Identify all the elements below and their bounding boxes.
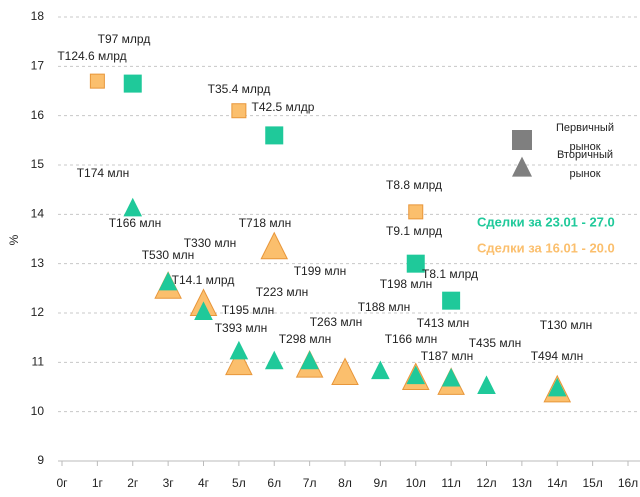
triangle-marker — [225, 347, 253, 376]
x-tick-label: 8л — [338, 476, 352, 490]
x-tick-label: 6л — [267, 476, 281, 490]
annotation: T42.5 млдр — [252, 100, 315, 114]
y-tick-label: 15 — [31, 157, 45, 171]
annotation: T97 млрд — [98, 32, 151, 46]
y-tick-label: 10 — [31, 404, 45, 418]
y-tick-label: 14 — [31, 207, 45, 221]
square-marker — [408, 204, 424, 220]
y-tick-label: 12 — [31, 305, 45, 319]
legend-label: рынок — [569, 141, 600, 153]
annotation: T530 млн — [142, 248, 195, 262]
x-tick-label: 16л — [618, 476, 638, 490]
annotation: T330 млн — [184, 236, 237, 250]
annotation: T263 млн — [310, 315, 363, 329]
y-tick-label: 9 — [37, 453, 44, 467]
y-tick-label: 16 — [31, 108, 45, 122]
annotation: T199 млн — [294, 264, 347, 278]
x-tick-label: 13л — [512, 476, 532, 490]
annotation: T393 млн — [215, 321, 268, 335]
triangle-marker — [229, 340, 249, 360]
x-tick-label: 4г — [198, 476, 210, 490]
annotation: T174 млн — [77, 166, 130, 180]
square-marker — [123, 74, 142, 93]
x-tick-label: 9л — [374, 476, 388, 490]
annotation: T223 млн — [256, 285, 309, 299]
annotation: T166 млн — [385, 332, 438, 346]
y-tick-label: 18 — [31, 9, 45, 23]
x-tick-label: 11л — [441, 476, 460, 490]
y-tick-label: 11 — [32, 355, 45, 369]
legend-label: рынок — [569, 168, 600, 180]
square-marker — [231, 103, 247, 119]
x-tick-label: 10л — [406, 476, 426, 490]
annotation: T198 млн — [380, 277, 433, 291]
triangle-marker — [300, 350, 319, 370]
triangle-marker — [331, 357, 359, 386]
x-tick-label: 3г — [163, 476, 175, 490]
square-marker — [406, 254, 425, 273]
period-label: Сделки за 16.01 - 20.0 — [477, 240, 615, 255]
annotation: T166 млн — [109, 216, 162, 230]
x-tick-label: 7л — [303, 476, 317, 490]
y-axis-label: % — [7, 234, 21, 245]
triangle-marker — [406, 365, 426, 385]
annotation: T718 млн — [239, 216, 292, 230]
x-tick-label: 2г — [127, 476, 139, 490]
x-tick-label: 12л — [476, 476, 496, 490]
period-label: Сделки за 23.01 - 27.0 — [477, 214, 615, 229]
triangle-marker — [371, 360, 390, 380]
triangle-marker — [547, 377, 567, 397]
annotation: T130 млн — [540, 318, 593, 332]
triangle-marker — [264, 350, 284, 370]
square-marker — [442, 291, 461, 310]
annotation: T494 млн — [531, 349, 584, 363]
x-tick-label: 14л — [547, 476, 567, 490]
annotation: T195 млн — [222, 303, 275, 317]
legend-label: Вторичный — [557, 149, 613, 161]
x-tick-label: 1г — [92, 476, 104, 490]
annotation: T187 млн — [421, 349, 474, 363]
square-marker — [265, 126, 284, 145]
annotation: T298 млн — [279, 332, 332, 346]
legend-label: Первичный — [556, 122, 614, 134]
annotation: T14.1 млрд — [172, 273, 235, 287]
annotation: T8.1 млрд — [422, 267, 478, 281]
annotation: T8.8 млрд — [386, 178, 442, 192]
annotation: T413 млн — [417, 316, 470, 330]
y-tick-label: 13 — [31, 256, 45, 270]
x-tick-label: 5л — [232, 476, 246, 490]
y-tick-label: 17 — [31, 59, 45, 73]
triangle-marker — [123, 197, 143, 217]
triangle-marker — [158, 271, 178, 291]
x-tick-label: 15л — [582, 476, 602, 490]
annotation: T435 млн — [469, 336, 522, 350]
triangle-marker — [260, 231, 289, 260]
triangle-marker — [194, 301, 213, 320]
triangle-marker — [441, 367, 461, 387]
annotation: T124.6 млрд — [57, 49, 126, 63]
square-marker — [89, 73, 105, 89]
x-tick-label: 0г — [56, 476, 68, 490]
legend-triangle — [512, 156, 532, 177]
annotation: T9.1 млрд — [386, 224, 442, 238]
legend-square — [512, 130, 532, 150]
annotation: T35.4 млрд — [208, 82, 271, 96]
triangle-marker — [477, 375, 496, 394]
annotation: T188 млн — [358, 300, 411, 314]
